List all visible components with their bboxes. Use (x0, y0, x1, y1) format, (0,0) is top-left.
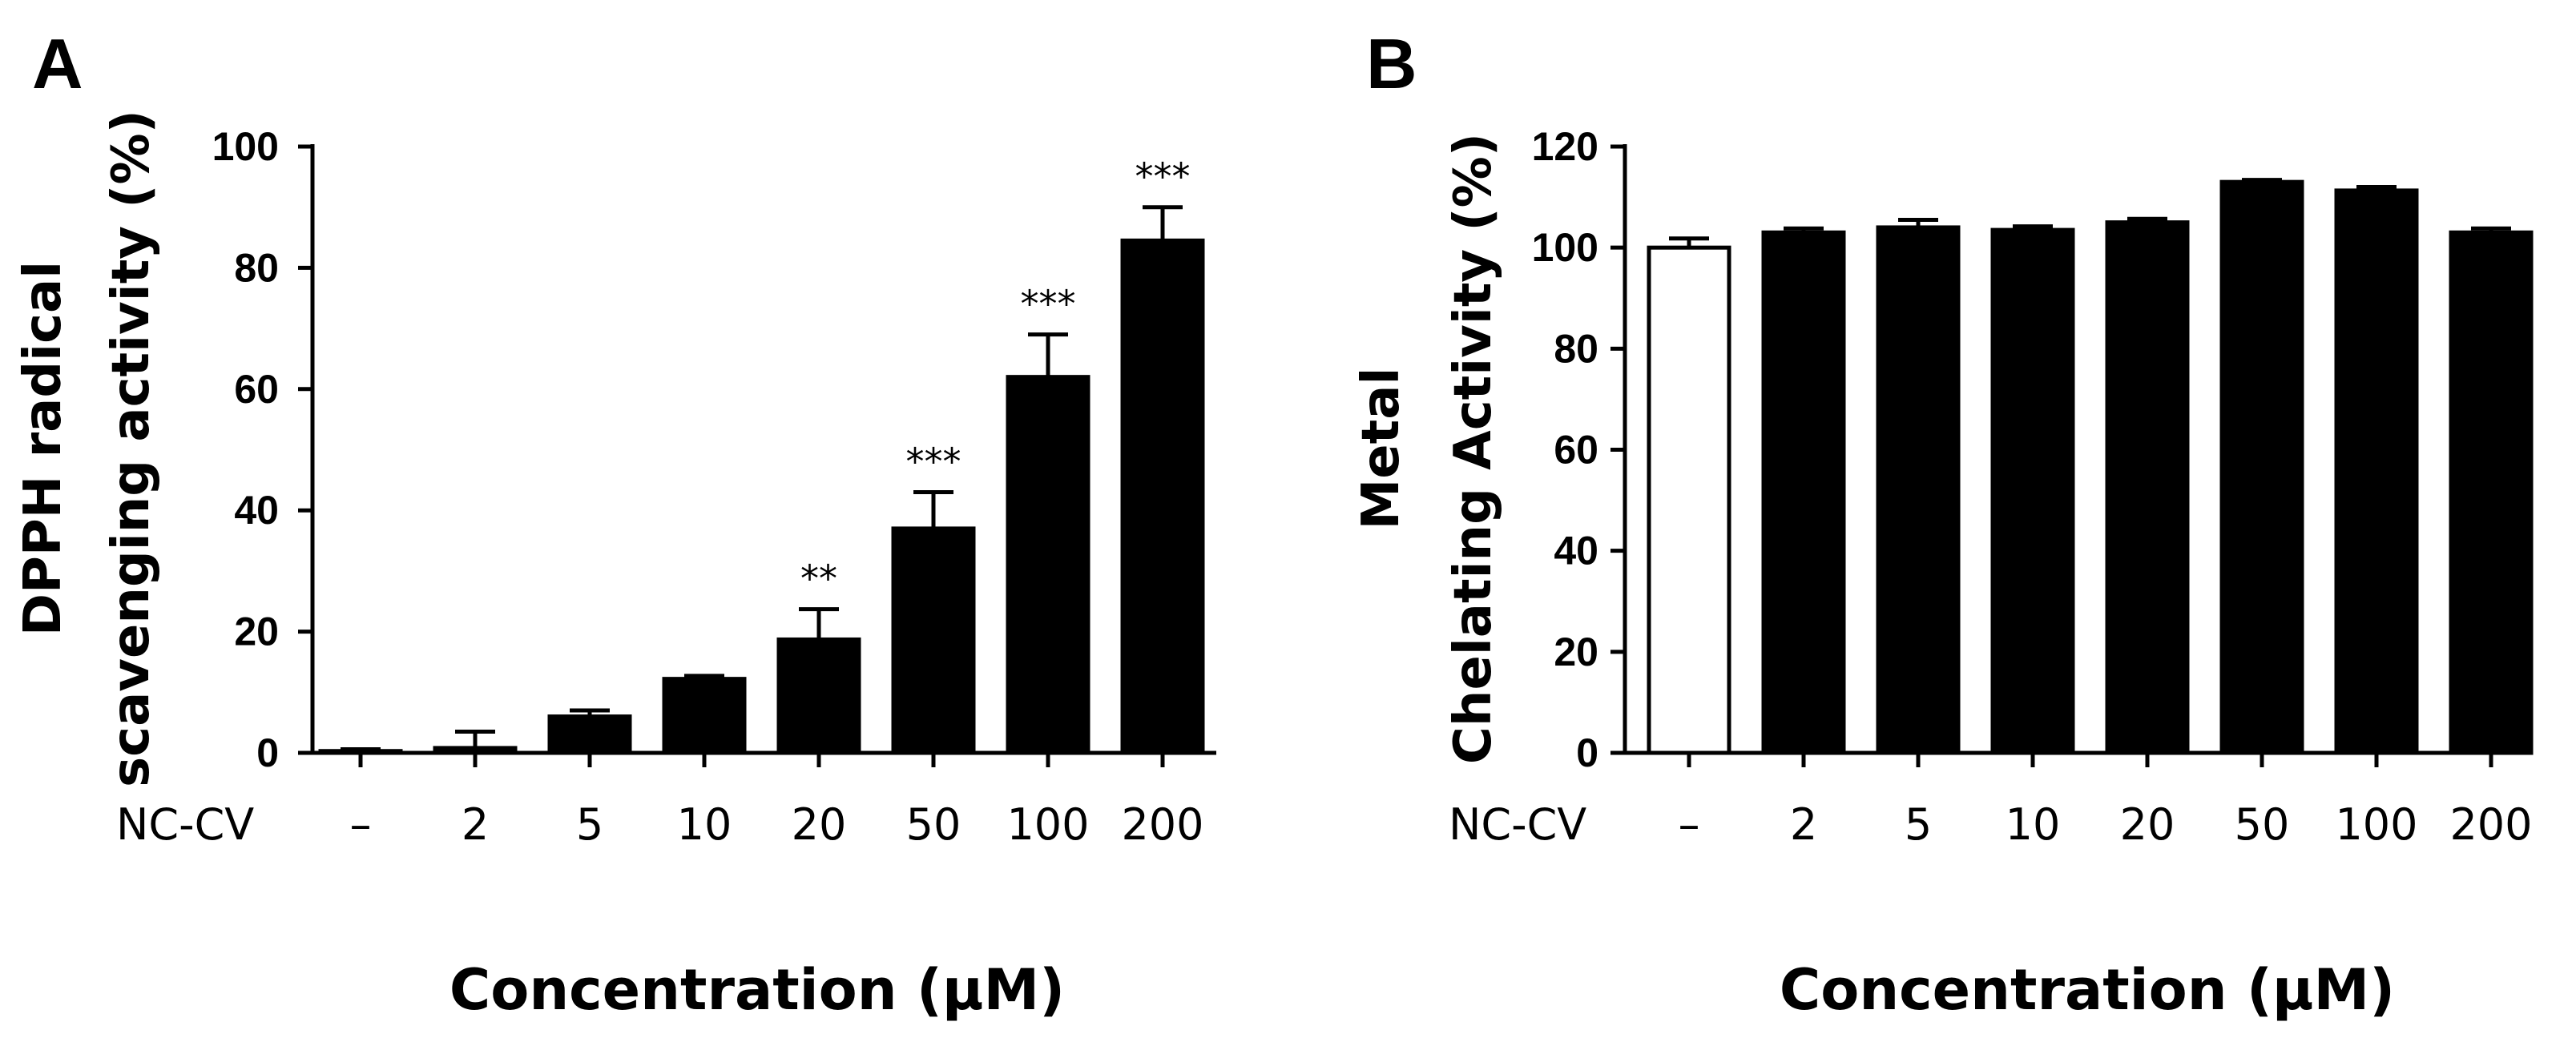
y-tick-label: 60 (234, 367, 279, 412)
y-tick-label: 80 (1554, 326, 1598, 371)
y-tick-label: 60 (1554, 428, 1598, 473)
significance-label: *** (1135, 155, 1191, 199)
x-category-label: 100 (2335, 799, 2417, 850)
y-tick-label: 40 (1554, 529, 1598, 573)
y-tick-label: 40 (234, 488, 279, 533)
x-category-label: 20 (792, 799, 847, 850)
bar-a-3 (662, 677, 747, 755)
x-category-label: 20 (2120, 799, 2175, 850)
panel-b-metal-chelating-chart: B 0 20 40 60 80 100 120 – 2 5 10 20 50 100 200 NC-CV Conc… (1352, 24, 2534, 1023)
y-tick-label: 20 (1554, 630, 1598, 674)
y-tick-label: 100 (1532, 225, 1598, 270)
bar-b-5 (2219, 179, 2304, 755)
bar-b-1 (1761, 230, 1846, 755)
y-tick-label: 0 (256, 730, 279, 775)
bar-b-0 (1647, 245, 1731, 755)
row-label-nc-cv: NC-CV (116, 799, 254, 850)
bar-b-6 (2334, 188, 2419, 755)
x-category-label: 2 (1790, 799, 1817, 850)
bar-b-2 (1876, 225, 1961, 755)
x-category-label: – (350, 799, 372, 850)
y-axis-title-line: DPPH radical (14, 261, 73, 636)
x-category-label: 50 (2235, 799, 2290, 850)
panel-letter-b: B (1366, 24, 1417, 103)
x-axis-title: Concentration (μM) (449, 957, 1065, 1023)
x-category-label: – (1679, 799, 1700, 850)
panel-letter-a: A (32, 24, 83, 103)
y-tick-label: 120 (1532, 124, 1598, 169)
y-axis-title-line: Metal (1352, 368, 1411, 530)
y-tick-label: 80 (234, 245, 279, 290)
panel-a-dpph-chart: A 0 20 40 60 80 100 – 2 5 10 ** 20 *** 50 *** 100 *** 200 N… (14, 24, 1216, 1023)
y-tick-label: 0 (1576, 730, 1598, 775)
bar-a-4 (776, 637, 861, 755)
x-category-label: 10 (2006, 799, 2061, 850)
bar-a-7 (1120, 238, 1205, 755)
x-category-label: 200 (1121, 799, 1203, 850)
y-tick-label: 100 (212, 124, 279, 169)
bar-b-7 (2449, 230, 2534, 755)
x-category-label: 2 (462, 799, 489, 850)
significance-label: *** (906, 440, 961, 483)
x-category-label: 200 (2449, 799, 2532, 850)
y-tick-label: 20 (234, 609, 279, 654)
bar-a-1 (433, 746, 518, 755)
bar-b-4 (2105, 220, 2190, 755)
bar-a-5 (891, 526, 976, 755)
y-axis-title-line: Chelating Activity (%) (1444, 133, 1503, 764)
bar-a-0 (318, 749, 403, 755)
x-category-label: 5 (576, 799, 603, 850)
x-category-label: 50 (906, 799, 961, 850)
x-category-label: 10 (677, 799, 732, 850)
y-axis-title-line: scavenging activity (%) (102, 110, 161, 787)
bar-a-2 (547, 714, 632, 755)
bar-b-3 (1990, 227, 2075, 755)
row-label-nc-cv: NC-CV (1449, 799, 1586, 850)
x-axis-title: Concentration (μM) (1780, 957, 2395, 1023)
x-category-label: 100 (1006, 799, 1089, 850)
significance-label: ** (800, 557, 837, 601)
bar-a-6 (1006, 375, 1090, 755)
x-category-label: 5 (1905, 799, 1932, 850)
significance-label: *** (1021, 283, 1076, 326)
